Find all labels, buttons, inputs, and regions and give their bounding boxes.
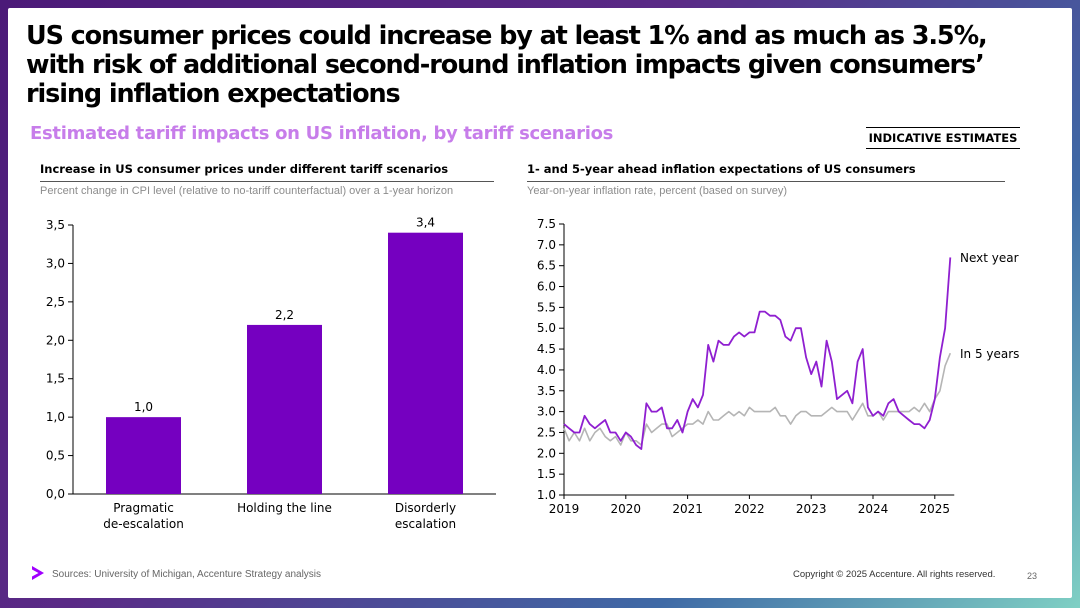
bar-value-label: 2,2: [275, 308, 294, 322]
y-tick-label: 4.5: [537, 342, 556, 356]
line-chart: 1.0 1.5 2.0 2.5 3.0 3.5 4.0 4.5 5.0 5.5 6.0 6.5 7.0 7…: [537, 217, 1020, 516]
x-tick-label: 2024: [858, 502, 889, 516]
indicative-estimates-badge: INDICATIVE ESTIMATES: [866, 127, 1020, 149]
bar: [247, 324, 322, 494]
y-tick-label: 1.5: [537, 467, 556, 481]
y-tick-label: 3,5: [46, 218, 65, 232]
y-tick-label: 6.5: [537, 259, 556, 273]
x-tick-label: 2022: [734, 502, 765, 516]
bar-value-label: 1,0: [134, 400, 153, 414]
series-line-next-year: [563, 257, 952, 451]
y-tick-label: 5.5: [537, 300, 556, 314]
y-tick-label: 7.0: [537, 238, 556, 252]
series-line-in-5-years: [563, 352, 952, 446]
y-tick-label: 1,0: [46, 410, 65, 424]
y-tick-label: 5.0: [537, 321, 556, 335]
y-tick-label: 2.0: [537, 446, 556, 460]
right-panel-subheading: Year-on-year inflation rate, percent (ba…: [527, 185, 788, 197]
y-tick-label: 4.0: [537, 363, 556, 377]
bar: [388, 232, 463, 494]
y-tick-label: 2.5: [537, 425, 556, 439]
y-tick-label: 3.5: [537, 384, 556, 398]
y-tick-label: 3.0: [537, 405, 556, 419]
category-label: Pragmatic: [113, 501, 174, 515]
x-tick-label: 2021: [672, 502, 703, 516]
x-tick-label: 2023: [796, 502, 827, 516]
y-tick-label: 6.0: [537, 280, 556, 294]
right-panel-heading: 1- and 5-year ahead inflation expectatio…: [527, 162, 1005, 182]
series-label: Next year: [960, 251, 1019, 265]
left-panel-subheading: Percent change in CPI level (relative to…: [40, 185, 454, 197]
y-tick-label: 7.5: [537, 217, 556, 231]
y-tick-label: 1,5: [46, 372, 65, 386]
slide: [8, 8, 1072, 598]
footer-copyright: Copyright © 2025 Accenture. All rights r…: [793, 569, 996, 580]
accenture-logo-icon: [32, 566, 44, 580]
y-tick-label: 3,0: [46, 256, 65, 270]
y-tick-label: 0,0: [46, 487, 65, 501]
y-tick-label: 0,5: [46, 449, 65, 463]
y-tick-label: 2,0: [46, 333, 65, 347]
x-tick-label: 2020: [611, 502, 642, 516]
page-number: 23: [1027, 571, 1038, 581]
bar-value-label: 3,4: [416, 216, 435, 230]
bar-chart: 0,0 0,5 1,0 1,5 2,0 2,5 3,0 3,5 1,0 Pragmatic de-e…: [46, 216, 496, 531]
category-label: Holding the line: [237, 501, 332, 515]
bar: [106, 417, 181, 494]
page-title: US consumer prices could increase by at …: [26, 21, 988, 109]
footer-sources: Sources: University of Michigan, Accentu…: [52, 569, 322, 580]
y-tick-label: 1.0: [537, 488, 556, 502]
category-label: escalation: [395, 517, 456, 531]
page-subtitle: Estimated tariff impacts on US inflation…: [30, 123, 614, 144]
category-label: Disorderly: [395, 501, 456, 515]
series-label: In 5 years: [960, 347, 1019, 361]
y-tick-label: 2,5: [46, 295, 65, 309]
left-panel-heading: Increase in US consumer prices under dif…: [40, 162, 494, 182]
category-label: de-escalation: [103, 517, 184, 531]
x-tick-label: 2019: [549, 502, 580, 516]
x-tick-label: 2025: [920, 502, 951, 516]
